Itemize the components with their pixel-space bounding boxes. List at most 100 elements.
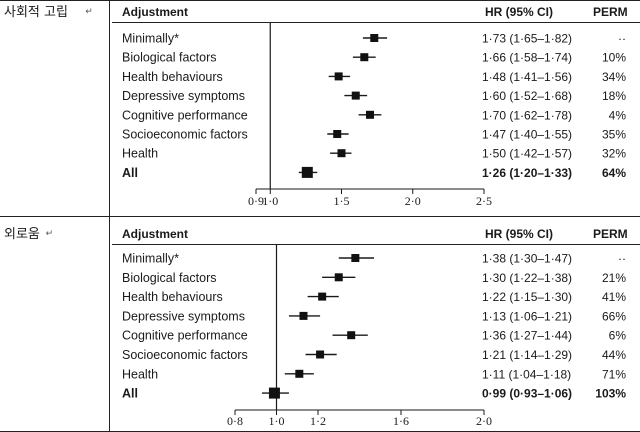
forest-row: Health 1·50 (1·42–1·57) 32% bbox=[122, 147, 626, 161]
x-tick-label: 0·9 bbox=[248, 194, 264, 208]
hr-ci-value: 1·60 (1·52–1·68) bbox=[482, 89, 572, 103]
return-mark-icon: ↵ bbox=[46, 229, 54, 239]
hr-point-marker bbox=[370, 34, 379, 42]
hr-point-marker bbox=[318, 292, 327, 301]
hr-point-marker bbox=[366, 110, 374, 119]
hr-point-marker bbox=[351, 91, 360, 100]
forest-panel-1: 사회적 고립 ↵ Adjustment HR (95% CI) PERM 0·91·0 1·… bbox=[4, 5, 640, 208]
forest-panel-2: 외로움 ↵ Adjustment HR (95% CI) PERM 0·8 1·0 1·2 1·… bbox=[4, 227, 640, 428]
hr-point-marker bbox=[301, 166, 313, 178]
perm-value: 4% bbox=[609, 108, 627, 122]
row-label: Cognitive performance bbox=[122, 329, 248, 343]
row-label: Health bbox=[122, 367, 158, 381]
row-label: Health bbox=[122, 147, 158, 161]
hr-ci-value: 1·22 (1·15–1·30) bbox=[482, 290, 572, 304]
forest-row: Cognitive performance 1·70 (1·62–1·78) 4% bbox=[122, 108, 626, 122]
column-header-adjustment: Adjustment bbox=[122, 5, 188, 19]
forest-row: Biological factors 1·66 (1·58–1·74) 10% bbox=[122, 51, 626, 65]
row-label: Socioeconomic factors bbox=[122, 128, 248, 142]
forest-row: All 1·26 (1·20–1·33) 64% bbox=[122, 166, 626, 180]
perm-value: 10% bbox=[602, 51, 626, 65]
hr-ci-value: 1·47 (1·40–1·55) bbox=[482, 128, 572, 142]
hr-point-marker bbox=[347, 331, 356, 340]
row-label: All bbox=[122, 387, 138, 401]
hr-ci-value: 1·66 (1·58–1·74) bbox=[482, 51, 572, 65]
row-label: Depressive symptoms bbox=[122, 309, 245, 323]
hr-point-marker bbox=[360, 53, 369, 62]
hr-ci-value: 1·11 (1·04–1·18) bbox=[482, 367, 571, 381]
forest-row: Depressive symptoms 1·13 (1·06–1·21) 66% bbox=[122, 309, 626, 323]
row-label: All bbox=[122, 166, 138, 180]
hr-point-marker bbox=[316, 350, 325, 359]
perm-value: 44% bbox=[602, 348, 626, 362]
x-tick-label: 0·8 bbox=[227, 414, 243, 428]
column-header-perm: PERM bbox=[593, 5, 628, 19]
hr-ci-value: 1·30 (1·22–1·38) bbox=[482, 271, 572, 285]
row-label: Cognitive performance bbox=[122, 108, 248, 122]
x-tick-label: 1·5 bbox=[334, 194, 350, 208]
forest-row: Minimally* 1·73 (1·65–1·82) ·· bbox=[122, 32, 626, 46]
perm-value: ·· bbox=[618, 32, 626, 46]
row-label: Biological factors bbox=[122, 271, 217, 285]
perm-value: 34% bbox=[602, 70, 626, 84]
forest-row: Depressive symptoms 1·60 (1·52–1·68) 18% bbox=[122, 89, 626, 103]
row-label: Minimally* bbox=[122, 252, 179, 266]
column-header-hr: HR (95% CI) bbox=[485, 227, 553, 241]
perm-value: 6% bbox=[609, 329, 627, 343]
hr-point-marker bbox=[337, 149, 346, 158]
x-tick-label: 1·6 bbox=[393, 414, 409, 428]
forest-row: All 0·99 (0·93–1·06) 103% bbox=[122, 387, 626, 401]
hr-point-marker bbox=[351, 254, 360, 262]
row-label: Health behaviours bbox=[122, 290, 223, 304]
hr-ci-value: 0·99 (0·93–1·06) bbox=[482, 387, 572, 401]
forest-row: Minimally* 1·38 (1·30–1·47) ·· bbox=[122, 252, 626, 266]
x-tick-label: 2·0 bbox=[405, 194, 421, 208]
row-label: Health behaviours bbox=[122, 70, 223, 84]
perm-value: 66% bbox=[602, 309, 626, 323]
row-label: Minimally* bbox=[122, 32, 179, 46]
hr-ci-value: 1·26 (1·20–1·33) bbox=[482, 166, 572, 180]
perm-value: 103% bbox=[595, 387, 626, 401]
hr-point-marker bbox=[299, 311, 308, 320]
perm-value: 32% bbox=[602, 147, 626, 161]
hr-ci-value: 1·13 (1·06–1·21) bbox=[482, 309, 572, 323]
hr-point-marker bbox=[334, 72, 343, 81]
hr-point-marker bbox=[295, 369, 304, 378]
x-tick-label: 1·2 bbox=[310, 414, 326, 428]
hr-ci-value: 1·36 (1·27–1·44) bbox=[482, 329, 572, 343]
row-label: Depressive symptoms bbox=[122, 89, 245, 103]
column-header-hr: HR (95% CI) bbox=[485, 5, 553, 19]
panel-side-label: 사회적 고립 bbox=[4, 5, 68, 20]
forest-row: Socioeconomic factors 1·21 (1·14–1·29) 44% bbox=[122, 348, 626, 362]
hr-point-marker bbox=[333, 130, 342, 138]
forest-row: Health behaviours 1·22 (1·15–1·30) 41% bbox=[122, 290, 626, 304]
hr-ci-value: 1·48 (1·41–1·56) bbox=[482, 70, 572, 84]
column-header-perm: PERM bbox=[593, 227, 628, 241]
perm-value: ·· bbox=[618, 252, 626, 266]
row-label: Biological factors bbox=[122, 51, 217, 65]
x-tick-label: 2·5 bbox=[476, 194, 492, 208]
perm-value: 64% bbox=[602, 166, 626, 180]
return-mark-icon: ↵ bbox=[85, 7, 93, 17]
forest-row: Biological factors 1·30 (1·22–1·38) 21% bbox=[122, 271, 626, 285]
hr-ci-value: 1·50 (1·42–1·57) bbox=[482, 147, 572, 161]
forest-row: Health 1·11 (1·04–1·18) 71% bbox=[122, 367, 626, 381]
hr-ci-value: 1·38 (1·30–1·47) bbox=[482, 252, 572, 266]
column-header-adjustment: Adjustment bbox=[122, 227, 188, 241]
perm-value: 21% bbox=[602, 271, 626, 285]
row-label: Socioeconomic factors bbox=[122, 348, 248, 362]
perm-value: 35% bbox=[602, 128, 626, 142]
x-tick-label: 1·0 bbox=[262, 194, 278, 208]
hr-ci-value: 1·73 (1·65–1·82) bbox=[482, 32, 572, 46]
hr-ci-value: 1·70 (1·62–1·78) bbox=[482, 108, 572, 122]
panel-side-label: 외로움 bbox=[4, 227, 40, 242]
forest-row: Health behaviours 1·48 (1·41–1·56) 34% bbox=[122, 70, 626, 84]
forest-row: Cognitive performance 1·36 (1·27–1·44) 6% bbox=[122, 329, 626, 343]
perm-value: 71% bbox=[602, 367, 626, 381]
hr-point-marker bbox=[268, 387, 280, 399]
hr-ci-value: 1·21 (1·14–1·29) bbox=[482, 348, 572, 362]
forest-row: Socioeconomic factors 1·47 (1·40–1·55) 35% bbox=[122, 128, 626, 142]
x-tick-label: 1·0 bbox=[269, 414, 285, 428]
perm-value: 41% bbox=[602, 290, 626, 304]
